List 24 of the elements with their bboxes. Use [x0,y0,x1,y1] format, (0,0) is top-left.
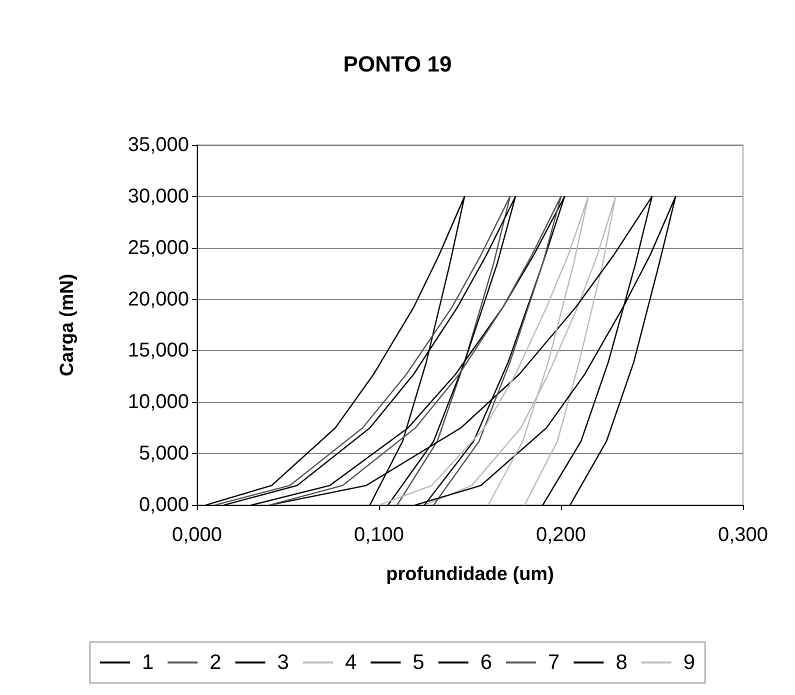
legend-label: 6 [480,651,492,674]
y-tick-label: 25,000 [128,236,189,259]
y-tick-label: 5,000 [138,442,189,465]
legend-label: 5 [412,651,424,674]
x-tick-label: 0,300 [718,524,768,546]
x-tick-label: 0,000 [172,524,222,546]
legend-label: 2 [210,651,222,674]
y-tick-label: 20,000 [128,288,189,310]
y-tick-label: 10,000 [128,391,189,414]
legend-label: 1 [142,651,154,674]
x-tick-label: 0,100 [354,524,404,546]
legend-label: 8 [616,651,628,674]
y-tick-label: 0,000 [138,494,189,516]
x-tick-label: 0,200 [536,524,586,546]
chart-title: PONTO 19 [343,52,452,76]
legend-label: 3 [277,651,289,674]
y-tick-label: 35,000 [128,134,189,156]
x-axis-title: profundidade (um) [386,564,554,585]
legend-label: 9 [683,651,696,674]
legend-label: 4 [344,651,357,674]
legend-label: 7 [548,651,560,674]
y-tick-label: 15,000 [128,340,189,362]
y-tick-label: 30,000 [128,185,189,208]
y-axis-title: Carga (mN) [57,274,78,376]
